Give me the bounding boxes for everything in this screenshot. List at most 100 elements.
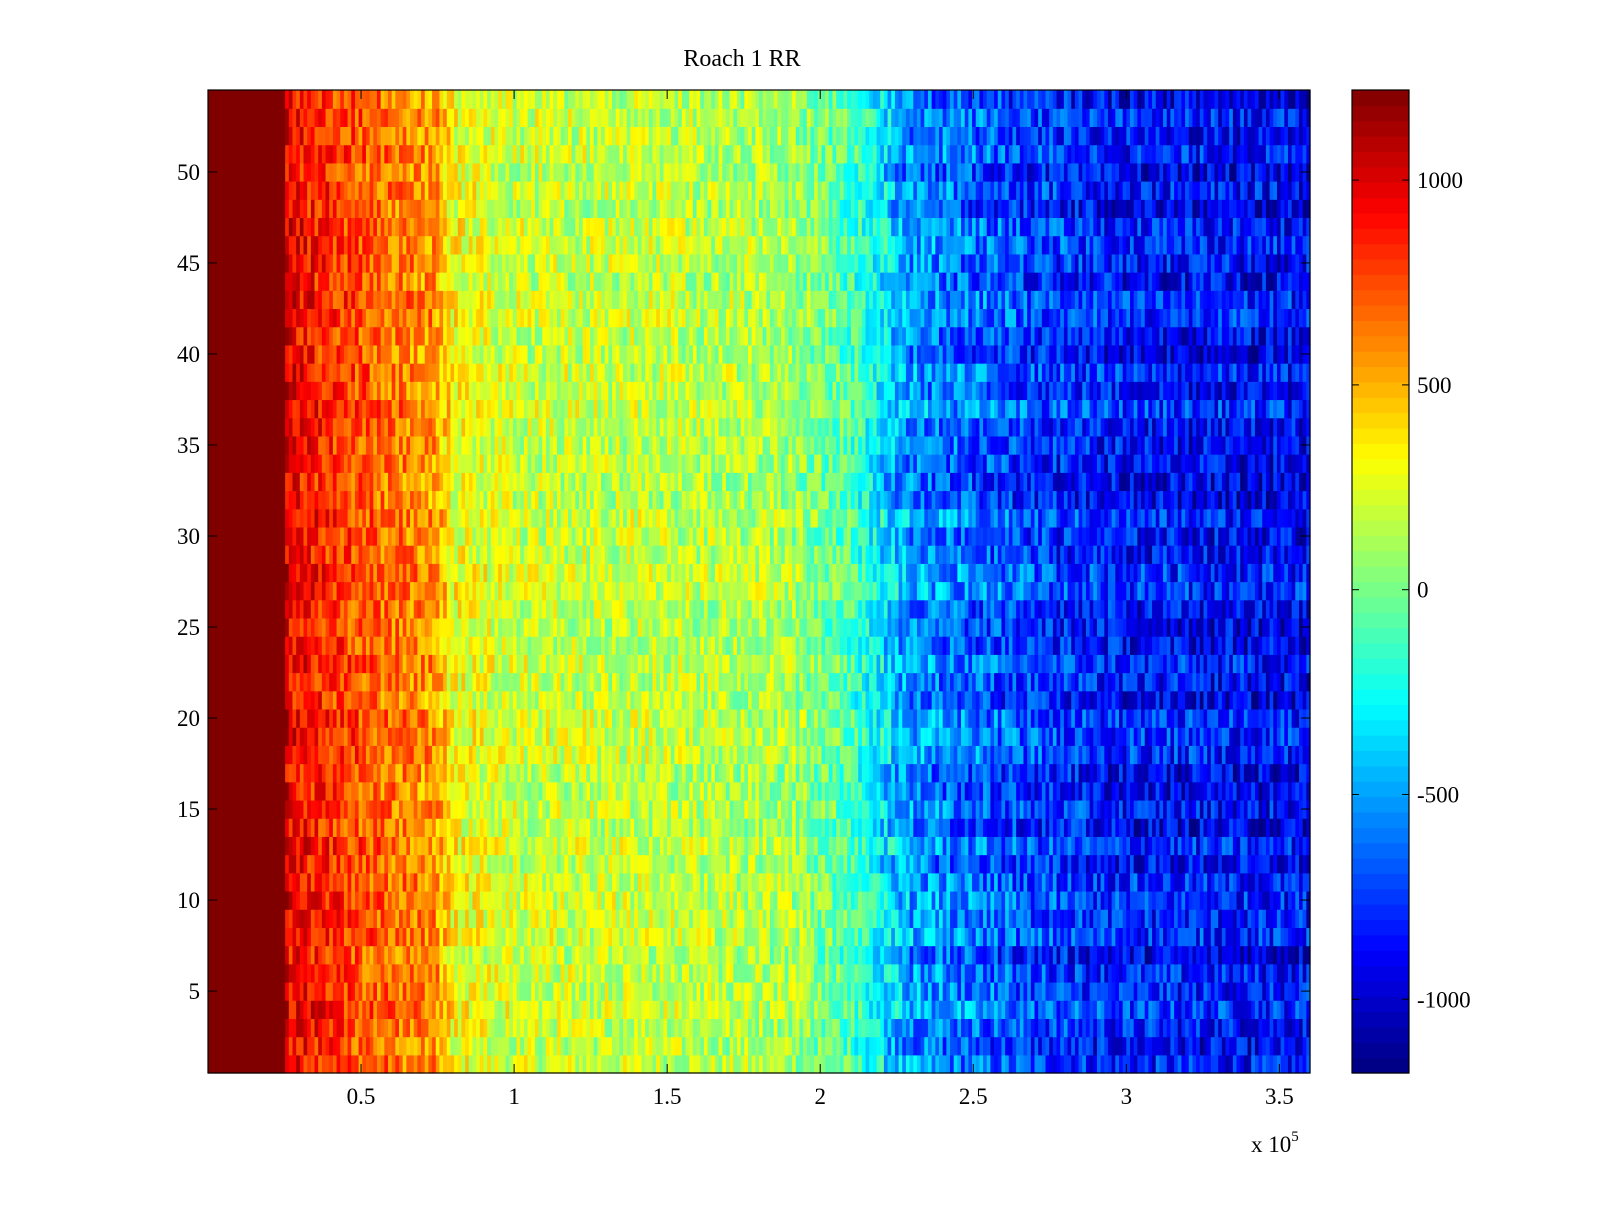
heatmap-cell xyxy=(1258,818,1263,837)
heatmap-cell xyxy=(1141,799,1146,819)
heatmap-cell xyxy=(722,945,727,965)
heatmap-cell xyxy=(1174,1036,1179,1056)
heatmap-cell xyxy=(891,927,896,947)
heatmap-cell xyxy=(274,945,279,965)
heatmap-cell xyxy=(685,927,690,947)
heatmap-cell xyxy=(975,890,980,910)
heatmap-cell xyxy=(942,909,947,928)
heatmap-cell xyxy=(274,781,279,801)
heatmap-cell xyxy=(795,981,800,1001)
heatmap-cell xyxy=(417,890,422,910)
heatmap-cell xyxy=(623,963,628,983)
heatmap-cell xyxy=(1225,836,1230,856)
heatmap-cell xyxy=(707,799,712,819)
heatmap-cell xyxy=(861,781,867,801)
heatmap-cell xyxy=(964,872,969,892)
heatmap-cell xyxy=(553,963,558,983)
heatmap-cell xyxy=(1093,799,1098,819)
heatmap-cell xyxy=(1214,963,1219,983)
heatmap-cell xyxy=(1210,963,1216,983)
heatmap-cell xyxy=(1074,781,1080,801)
heatmap-cell xyxy=(211,1054,216,1074)
heatmap-cell xyxy=(1038,890,1043,910)
heatmap-cell xyxy=(703,927,709,947)
heatmap-cell xyxy=(1130,1036,1135,1056)
heatmap-cell xyxy=(670,1000,676,1019)
heatmap-cell xyxy=(678,945,683,965)
heatmap-cell xyxy=(545,963,551,983)
heatmap-cell xyxy=(244,763,249,783)
heatmap-cell xyxy=(380,818,385,837)
heatmap-cell xyxy=(402,890,407,910)
heatmap-cell xyxy=(259,799,264,819)
heatmap-cell xyxy=(376,836,382,856)
heatmap-cell xyxy=(902,1036,907,1056)
heatmap-cell xyxy=(560,872,565,892)
heatmap-cell xyxy=(292,781,297,801)
heatmap-cell xyxy=(1133,1054,1138,1074)
heatmap-cell xyxy=(505,799,510,819)
heatmap-cell xyxy=(285,818,290,837)
heatmap-cell xyxy=(1107,799,1113,819)
heatmap-cell xyxy=(1207,818,1212,837)
heatmap-cell xyxy=(435,836,441,856)
heatmap-cell xyxy=(476,1054,481,1074)
heatmap-cell xyxy=(1163,963,1168,983)
heatmap-cell xyxy=(700,1036,705,1056)
heatmap-cell xyxy=(648,1036,654,1056)
heatmap-cell xyxy=(681,818,687,837)
heatmap-cell xyxy=(623,763,628,783)
heatmap-cell xyxy=(512,818,518,837)
heatmap-cell xyxy=(332,872,338,892)
heatmap-cell xyxy=(490,818,496,837)
heatmap-cell xyxy=(241,872,246,892)
heatmap-cell xyxy=(803,927,808,947)
heatmap-cell xyxy=(887,981,892,1001)
heatmap-cell xyxy=(869,781,874,801)
heatmap-cell xyxy=(1115,909,1120,928)
heatmap-cell xyxy=(424,909,429,928)
heatmap-cell xyxy=(1280,1018,1285,1038)
heatmap-cell xyxy=(1163,890,1168,910)
heatmap-cell xyxy=(1207,872,1212,892)
heatmap-cell xyxy=(788,1000,793,1019)
heatmap-cell xyxy=(1199,981,1205,1001)
heatmap-cell xyxy=(733,1036,738,1056)
heatmap-cell xyxy=(1063,1018,1069,1038)
heatmap-cell xyxy=(439,1036,444,1056)
heatmap-cell xyxy=(1214,1036,1219,1056)
heatmap-cell xyxy=(1280,981,1285,1001)
heatmap-cell xyxy=(935,927,940,947)
heatmap-cell xyxy=(946,1036,951,1056)
heatmap-cell xyxy=(461,836,466,856)
heatmap-cell xyxy=(380,1036,385,1056)
heatmap-cell xyxy=(1199,872,1205,892)
heatmap-cell xyxy=(211,818,216,837)
heatmap-cell xyxy=(380,763,385,783)
heatmap-cell xyxy=(399,836,404,856)
heatmap-cell xyxy=(979,1036,984,1056)
heatmap-cell xyxy=(1082,836,1087,856)
heatmap-cell xyxy=(821,872,826,892)
heatmap-cell xyxy=(325,818,330,837)
heatmap-cell xyxy=(711,927,716,947)
heatmap-cell xyxy=(365,1036,371,1056)
heatmap-cell xyxy=(1126,836,1131,856)
heatmap-cell xyxy=(1005,836,1010,856)
heatmap-cell xyxy=(579,890,584,910)
heatmap-cell xyxy=(476,763,481,783)
heatmap-cell xyxy=(487,872,492,892)
heatmap-cell xyxy=(505,1000,510,1019)
heatmap-cell xyxy=(472,1018,477,1038)
heatmap-cell xyxy=(1130,818,1135,837)
heatmap-cell xyxy=(384,890,389,910)
heatmap-cell xyxy=(1141,818,1146,837)
heatmap-cell xyxy=(567,981,573,1001)
heatmap-cell xyxy=(288,854,294,874)
heatmap-cell xyxy=(1152,1018,1157,1038)
heatmap-cell xyxy=(887,1036,892,1056)
heatmap-cell xyxy=(362,872,367,892)
heatmap-cell xyxy=(1038,854,1043,874)
heatmap-cell xyxy=(579,781,584,801)
heatmap-cell xyxy=(354,945,360,965)
